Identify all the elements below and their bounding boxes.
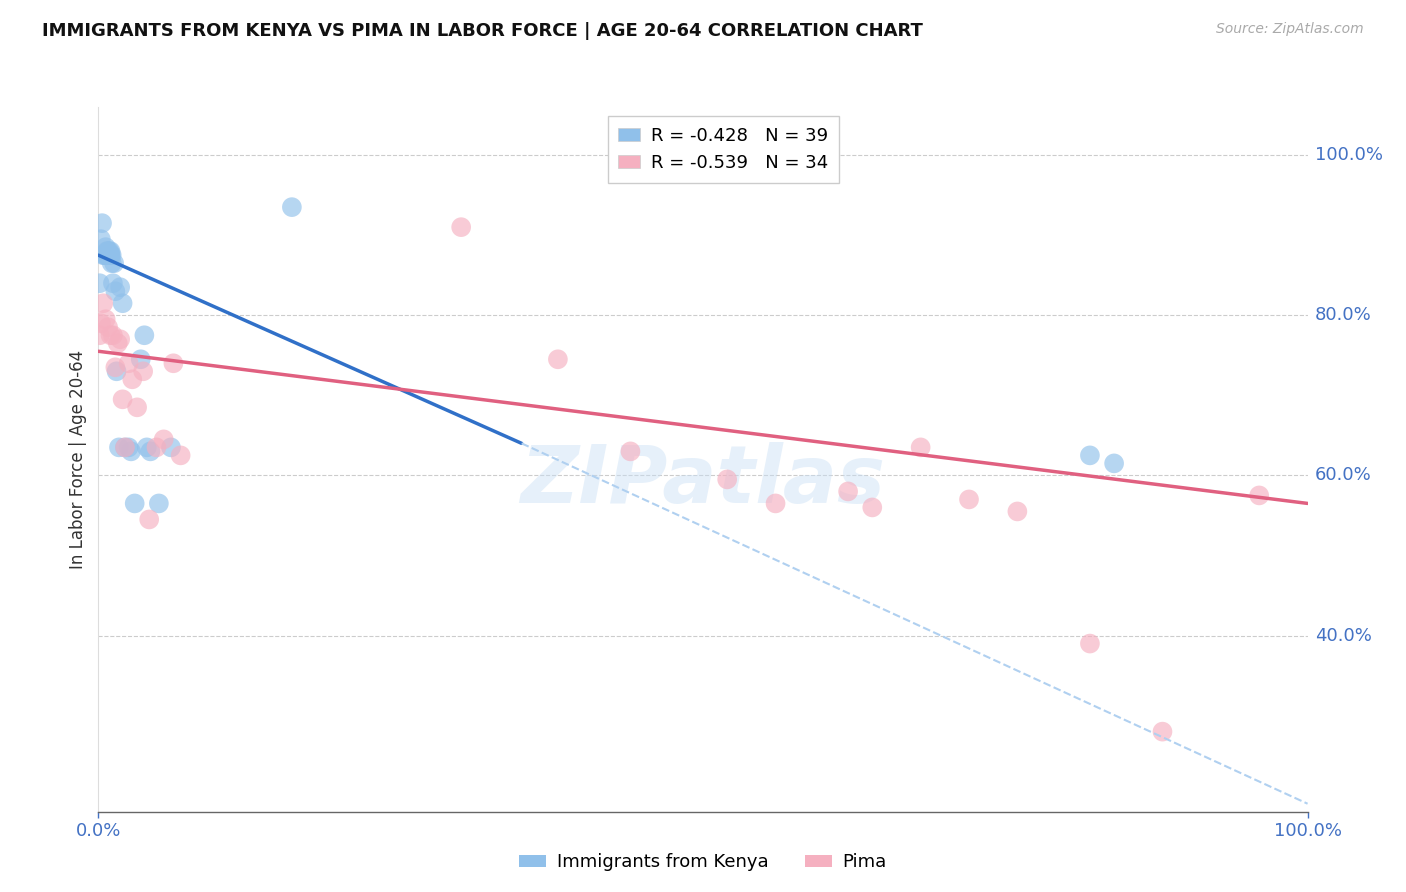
Text: 80.0%: 80.0%	[1315, 306, 1371, 324]
Point	[114, 441, 136, 455]
Point	[94, 240, 117, 254]
Point	[160, 441, 183, 455]
Text: ZIPatlas: ZIPatlas	[520, 442, 886, 519]
Legend: R = -0.428   N = 39, R = -0.539   N = 34: R = -0.428 N = 39, R = -0.539 N = 34	[607, 116, 839, 183]
Point	[111, 392, 134, 407]
Point	[716, 472, 738, 486]
Point	[135, 441, 157, 455]
Point	[91, 216, 114, 230]
Point	[89, 277, 111, 291]
Point	[1102, 456, 1125, 470]
Point	[96, 248, 118, 262]
Point	[100, 248, 122, 262]
Point	[101, 328, 124, 343]
Point	[1152, 724, 1174, 739]
Point	[100, 248, 122, 262]
Point	[104, 360, 127, 375]
Point	[98, 248, 121, 262]
Point	[118, 441, 141, 455]
Point	[910, 441, 932, 455]
Point	[139, 444, 162, 458]
Point	[127, 401, 149, 415]
Point	[148, 496, 170, 510]
Point	[134, 328, 156, 343]
Point	[97, 248, 120, 262]
Point	[105, 364, 128, 378]
Point	[100, 244, 122, 259]
Point	[450, 220, 472, 235]
Point	[93, 248, 115, 262]
Point	[547, 352, 569, 367]
Point	[104, 284, 127, 298]
Point	[111, 296, 134, 310]
Point	[145, 441, 167, 455]
Point	[1249, 488, 1271, 502]
Point	[100, 248, 122, 262]
Text: 60.0%: 60.0%	[1315, 467, 1371, 484]
Point	[91, 248, 114, 262]
Point	[103, 256, 125, 270]
Y-axis label: In Labor Force | Age 20-64: In Labor Force | Age 20-64	[69, 350, 87, 569]
Point	[98, 244, 121, 259]
Point	[94, 248, 117, 262]
Point	[97, 320, 120, 334]
Point	[860, 500, 883, 515]
Point	[281, 200, 304, 214]
Point	[138, 512, 160, 526]
Point	[108, 441, 131, 455]
Point	[129, 352, 152, 367]
Point	[837, 484, 859, 499]
Point	[96, 244, 118, 259]
Point	[169, 449, 191, 463]
Legend: Immigrants from Kenya, Pima: Immigrants from Kenya, Pima	[512, 847, 894, 879]
Point	[132, 364, 155, 378]
Text: 100.0%: 100.0%	[1315, 146, 1382, 164]
Point	[101, 277, 124, 291]
Point	[162, 356, 184, 370]
Point	[90, 232, 112, 246]
Point	[108, 280, 131, 294]
Point	[100, 328, 122, 343]
Point	[100, 256, 122, 270]
Point	[108, 332, 131, 346]
Point	[619, 444, 641, 458]
Point	[1078, 449, 1101, 463]
Point	[121, 372, 143, 386]
Point	[152, 433, 174, 447]
Point	[957, 492, 980, 507]
Point	[765, 496, 787, 510]
Point	[124, 496, 146, 510]
Point	[120, 444, 142, 458]
Point	[97, 244, 120, 259]
Point	[89, 328, 111, 343]
Point	[118, 356, 141, 370]
Point	[107, 336, 129, 351]
Point	[90, 316, 112, 330]
Point	[1007, 504, 1029, 518]
Point	[94, 312, 117, 326]
Point	[91, 296, 114, 310]
Point	[114, 441, 136, 455]
Point	[98, 248, 121, 262]
Text: Source: ZipAtlas.com: Source: ZipAtlas.com	[1216, 22, 1364, 37]
Text: IMMIGRANTS FROM KENYA VS PIMA IN LABOR FORCE | AGE 20-64 CORRELATION CHART: IMMIGRANTS FROM KENYA VS PIMA IN LABOR F…	[42, 22, 924, 40]
Point	[1078, 636, 1101, 650]
Text: 40.0%: 40.0%	[1315, 626, 1371, 645]
